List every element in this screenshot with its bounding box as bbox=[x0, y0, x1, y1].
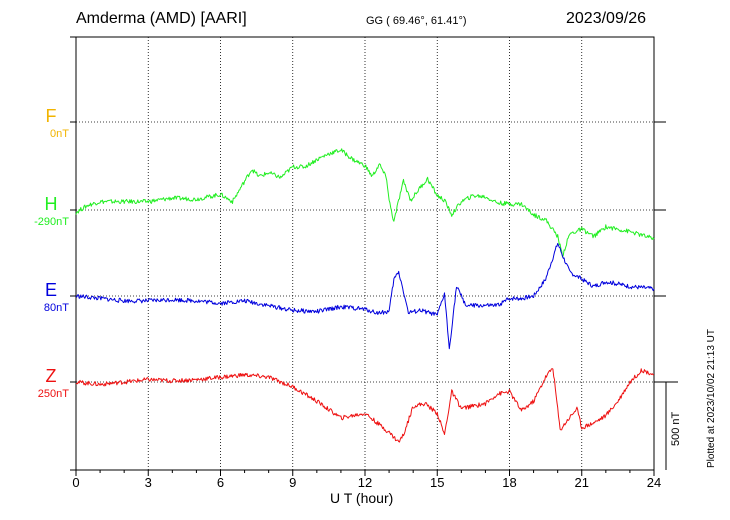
component-baseline-e: 80nT bbox=[43, 302, 69, 314]
plotted-timestamp: Plotted at 2023/10/02 21:13 UT bbox=[706, 329, 717, 468]
x-tick-label: 6 bbox=[216, 475, 225, 490]
coordinates-label: GG ( 69.46°, 61.41°) bbox=[366, 15, 467, 27]
x-tick-label: 0 bbox=[72, 475, 80, 490]
component-baseline-z: 250nT bbox=[37, 388, 69, 400]
component-baseline-f: 0nT bbox=[50, 128, 69, 140]
x-axis-label: U T (hour) bbox=[330, 490, 394, 506]
x-tick-label: 9 bbox=[289, 475, 297, 490]
component-label-e: E bbox=[44, 280, 57, 300]
series-e-line bbox=[75, 243, 655, 350]
x-tick-label: 3 bbox=[144, 475, 152, 490]
x-tick-label: 15 bbox=[430, 475, 445, 490]
x-tick-label: 12 bbox=[357, 475, 373, 490]
x-tick-label: 24 bbox=[646, 475, 662, 490]
component-label-f: F bbox=[45, 106, 57, 126]
date-label: 2023/09/26 bbox=[566, 10, 647, 27]
x-tick-label: 21 bbox=[574, 475, 589, 490]
component-label-h: H bbox=[44, 194, 58, 214]
station-title: Amderma (AMD) [AARI] bbox=[76, 10, 247, 27]
series-h-line bbox=[75, 148, 655, 258]
scale-bar-label: 500 nT bbox=[670, 411, 682, 446]
series-z-line bbox=[75, 368, 654, 443]
component-baseline-h: -290nT bbox=[34, 216, 69, 228]
x-tick-label: 18 bbox=[502, 475, 517, 490]
component-label-z: Z bbox=[45, 366, 57, 386]
